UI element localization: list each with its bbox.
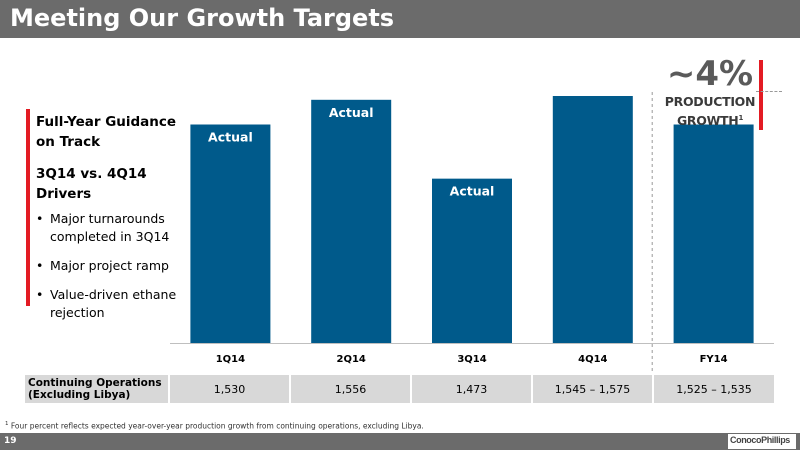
footnote-text: Four percent reflects expected year-over… [10, 421, 424, 431]
driver-item: • Value-driven ethane rejection [36, 287, 177, 320]
title-bar [0, 0, 800, 38]
accent-bar-right [759, 60, 763, 130]
driver-item: • Major project ramp [36, 258, 169, 273]
growth-label: PRODUCTION GROWTH1 [660, 93, 760, 129]
growth-value: ~4% [666, 54, 754, 94]
callout-dash [756, 91, 782, 93]
table-cell: 1,556 [291, 375, 410, 403]
table-cell: 1,545 – 1,575 [533, 375, 652, 403]
x-tick-label: 4Q14 [578, 354, 607, 365]
growth-footnote-ref: 1 [738, 114, 744, 122]
x-tick-label: 2Q14 [337, 354, 366, 365]
table-cell: 1,473 [412, 375, 531, 403]
bar-3q14 [432, 178, 512, 343]
page-number: 19 [4, 436, 17, 446]
x-tick-label: 3Q14 [457, 354, 486, 365]
logo-text: ConocoPhillips [730, 435, 790, 445]
bar-label: Actual [329, 105, 374, 120]
bar-2q14 [311, 99, 392, 343]
bar-label: Actual [208, 130, 253, 145]
table-row-header: Continuing Operations (Excluding Libya) [25, 375, 168, 403]
driver-text: Major turnarounds completed in 3Q14 [50, 211, 170, 244]
growth-callout: ~4% PRODUCTION GROWTH1 [660, 55, 760, 129]
driver-text: Major project ramp [50, 258, 169, 273]
footnote-marker: 1 [5, 421, 9, 427]
drivers-heading: 3Q14 vs. 4Q14 Drivers [36, 166, 147, 202]
table-cell: 1,530 [170, 375, 289, 403]
footer-bar [0, 433, 800, 450]
company-logo: ConocoPhillips [728, 434, 796, 449]
growth-label-line1: PRODUCTION [664, 94, 756, 109]
driver-text: Value-driven ethane rejection [50, 287, 177, 320]
x-tick-label: 1Q14 [216, 354, 245, 365]
bar-label: Actual [450, 184, 495, 199]
footnote: 1 Four percent reflects expected year-ov… [5, 421, 424, 431]
table-cell: 1,525 – 1,535 [654, 375, 774, 403]
growth-label-line2: GROWTH [676, 113, 739, 129]
bar-fy14 [673, 124, 754, 343]
page-title: Meeting Our Growth Targets [10, 4, 395, 32]
bar-1q14 [190, 124, 271, 343]
driver-item: • Major turnarounds completed in 3Q14 [36, 211, 170, 244]
guidance-heading: Full-Year Guidance on Track [36, 114, 177, 150]
guidance-panel: Full-Year Guidance on Track 3Q14 vs. 4Q1… [36, 112, 186, 333]
drivers-list: • Major turnarounds completed in 3Q14 • Ma… [36, 210, 186, 322]
bar-4q14 [552, 96, 633, 343]
accent-bar-left [26, 109, 30, 306]
x-tick-label: FY14 [700, 354, 728, 365]
guidance-table: Continuing Operations (Excluding Libya) … [25, 375, 774, 403]
